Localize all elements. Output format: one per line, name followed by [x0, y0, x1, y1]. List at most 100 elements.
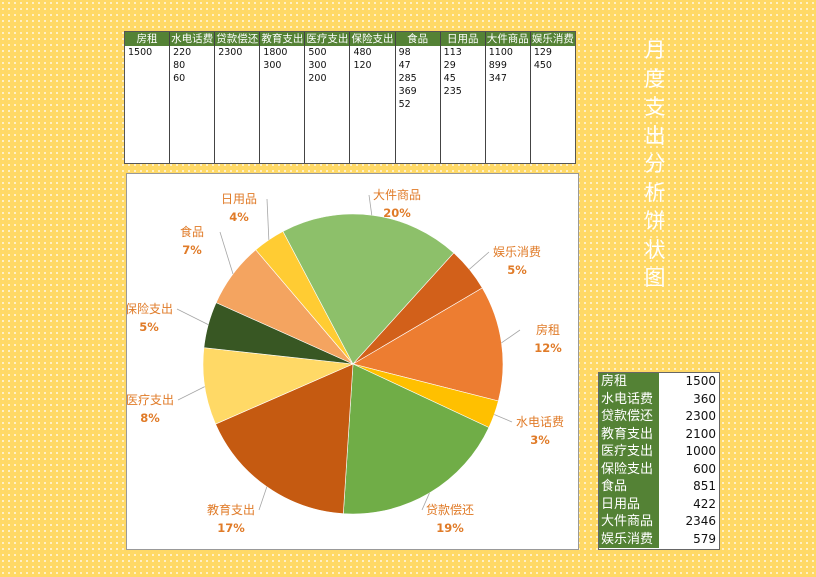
- slice-label: 食品: [180, 224, 204, 239]
- summary-value[interactable]: 2300: [685, 409, 716, 423]
- source-column: 食品 98 47 285 369 52: [395, 32, 441, 163]
- table-cell[interactable]: 500: [308, 47, 327, 58]
- leader-line: [177, 386, 205, 401]
- summary-label[interactable]: 食品: [599, 478, 659, 496]
- summary-label[interactable]: 贷款偿还: [599, 408, 659, 426]
- leader-line: [368, 194, 373, 216]
- slice-percent: 17%: [217, 521, 245, 535]
- column-header: 食品: [395, 32, 440, 46]
- summary-label[interactable]: 房租: [599, 373, 659, 391]
- summary-value[interactable]: 422: [693, 496, 716, 511]
- table-cell[interactable]: 480: [353, 47, 372, 58]
- column-header: 日用品: [440, 32, 485, 46]
- summary-row: 保险支出 600: [599, 460, 719, 478]
- summary-table: 房租 1500 水电话费 360 贷款偿还 2300 教育支出 2100 医疗支出 1000 保险支…: [598, 372, 720, 550]
- summary-label[interactable]: 水电话费: [599, 390, 659, 408]
- slice-label: 大件商品: [373, 187, 421, 202]
- table-cell[interactable]: 45: [443, 73, 456, 84]
- column-header: 水电话费: [170, 32, 215, 46]
- summary-value[interactable]: 2346: [685, 514, 716, 528]
- column-header: 教育支出: [260, 32, 305, 46]
- source-column: 大件商品 1100 899 347: [485, 32, 531, 163]
- table-cell[interactable]: 899: [488, 60, 507, 71]
- title-char: 图: [644, 266, 666, 290]
- table-cell[interactable]: 347: [488, 73, 507, 84]
- slice-percent: 8%: [140, 411, 160, 425]
- title-char: 出: [644, 123, 666, 148]
- pie-chart: 房租 12% 水电话费 3% 贷款偿还 19% 教育支出 17% 医疗支出 8% 保险支出 5% 食品 7…: [126, 173, 579, 550]
- table-cell[interactable]: 129: [533, 47, 552, 58]
- table-cell[interactable]: 1800: [263, 47, 288, 58]
- summary-row: 食品 851: [599, 478, 719, 496]
- table-cell[interactable]: 1100: [488, 47, 513, 58]
- table-cell[interactable]: 300: [308, 60, 327, 71]
- summary-label[interactable]: 教育支出: [599, 425, 659, 443]
- source-data-table: 房租 1500 水电话费 220 80 60 贷款偿还 2300 教育支出 1800 300 医疗支出…: [124, 31, 576, 164]
- summary-row: 贷款偿还 2300: [599, 408, 719, 426]
- column-header: 医疗支出: [305, 32, 350, 46]
- table-cell[interactable]: 1500: [128, 47, 153, 58]
- title-char: 分: [644, 152, 666, 176]
- summary-label[interactable]: 保险支出: [599, 460, 659, 478]
- table-cell[interactable]: 220: [173, 47, 192, 58]
- summary-value[interactable]: 600: [693, 461, 716, 476]
- table-cell[interactable]: 60: [173, 73, 186, 84]
- pie-slice-9[interactable]: [352, 252, 483, 365]
- source-column: 贷款偿还 2300: [215, 32, 261, 163]
- slice-percent: 3%: [530, 433, 550, 447]
- summary-row: 大件商品 2346: [599, 513, 719, 531]
- summary-value[interactable]: 579: [693, 531, 716, 546]
- summary-value[interactable]: 2100: [685, 426, 716, 441]
- slice-percent: 19%: [436, 521, 464, 535]
- slice-label: 日用品: [221, 192, 257, 206]
- slice-label: 娱乐消费: [493, 245, 541, 259]
- table-cell[interactable]: 200: [308, 73, 327, 84]
- summary-row: 房租 1500: [599, 373, 719, 391]
- table-cell[interactable]: 285: [398, 73, 417, 84]
- pie-chart-svg: 房租 12% 水电话费 3% 贷款偿还 19% 教育支出 17% 医疗支出 8% 保险支出 5% 食品 7…: [127, 187, 564, 535]
- slice-percent: 4%: [229, 210, 249, 224]
- leader-line: [469, 251, 490, 270]
- pie-slice-2[interactable]: [343, 363, 490, 515]
- leader-line: [421, 492, 430, 511]
- table-cell[interactable]: 235: [443, 86, 462, 97]
- summary-label[interactable]: 娱乐消费: [599, 530, 659, 548]
- table-cell[interactable]: 80: [173, 60, 186, 71]
- summary-value[interactable]: 851: [693, 479, 716, 493]
- summary-value[interactable]: 360: [693, 391, 716, 406]
- table-cell[interactable]: 120: [353, 60, 372, 71]
- summary-row: 医疗支出 1000: [599, 443, 719, 461]
- title-char: 支: [644, 95, 666, 119]
- table-cell[interactable]: 98: [398, 47, 411, 58]
- table-cell[interactable]: 29: [443, 60, 456, 71]
- table-cell[interactable]: 52: [398, 99, 411, 110]
- table-cell[interactable]: 47: [398, 60, 411, 71]
- table-cell[interactable]: 450: [533, 60, 552, 71]
- pie-slice-3[interactable]: [215, 363, 354, 515]
- leader-line: [258, 486, 268, 511]
- slice-percent: 5%: [507, 263, 527, 277]
- pie-slice-0[interactable]: [352, 287, 504, 402]
- leader-line: [494, 414, 513, 423]
- column-header: 娱乐消费: [530, 32, 575, 46]
- summary-label[interactable]: 日用品: [599, 495, 659, 513]
- chart-title: 月度支出分析饼状图: [641, 36, 669, 293]
- summary-label[interactable]: 医疗支出: [599, 443, 659, 461]
- slice-percent: 5%: [139, 320, 159, 334]
- slice-label: 保险支出: [127, 301, 173, 316]
- table-cell[interactable]: 2300: [218, 47, 243, 58]
- slice-percent: 12%: [534, 341, 562, 355]
- summary-value[interactable]: 1000: [685, 444, 716, 458]
- table-cell[interactable]: 369: [398, 86, 417, 97]
- slice-label: 教育支出: [207, 502, 255, 517]
- table-cell[interactable]: 300: [263, 60, 282, 71]
- summary-label[interactable]: 大件商品: [599, 513, 659, 531]
- slice-label: 贷款偿还: [426, 502, 474, 517]
- source-column: 娱乐消费 129 450: [530, 32, 575, 163]
- summary-value[interactable]: 1500: [685, 374, 716, 388]
- source-column: 日用品 113 29 45 235: [440, 32, 486, 163]
- source-column: 教育支出 1800 300: [260, 32, 306, 163]
- column-header: 贷款偿还: [215, 32, 260, 46]
- title-char: 析: [644, 180, 666, 205]
- table-cell[interactable]: 113: [443, 47, 462, 58]
